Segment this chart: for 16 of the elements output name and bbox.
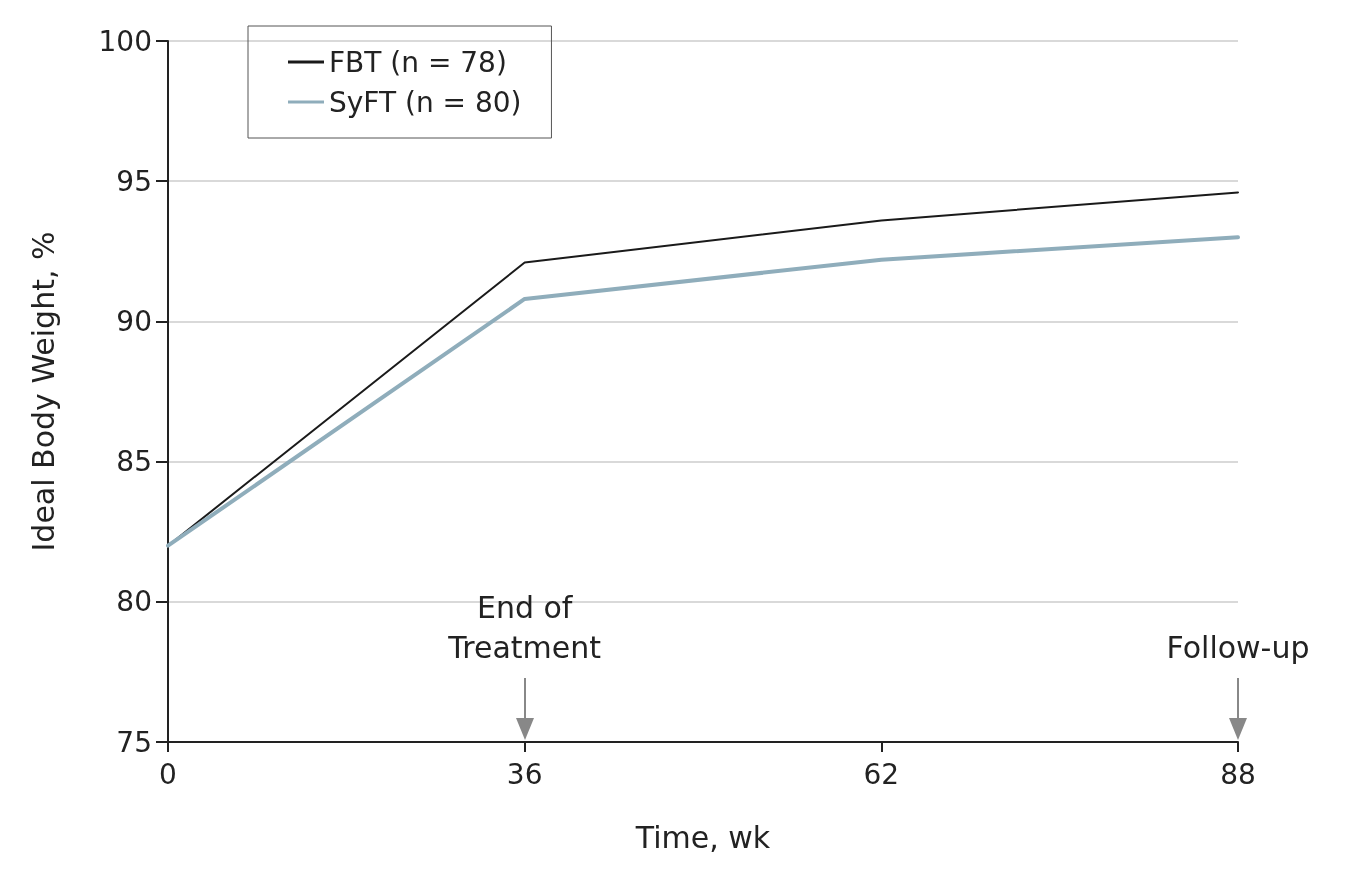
x-tick-label: 62 [863,757,900,791]
legend-label: SyFT (n = 80) [329,85,522,119]
annotation: Follow-up [1165,629,1311,667]
legend-label: FBT (n = 78) [329,45,507,79]
x-tick-label: 88 [1220,757,1256,791]
y-tick-label: 100 [98,24,152,58]
annotation: End of Treatment [447,589,602,667]
y-axis-title: Ideal Body Weight, % [25,231,61,552]
x-axis-title: Time, wk [634,819,771,855]
y-tick-label: 85 [116,445,152,479]
y-tick-label: 75 [116,725,152,759]
x-tick-label: 36 [506,757,543,791]
y-tick-label: 95 [116,164,152,198]
x-tick-label: 0 [159,757,177,791]
y-tick-label: 90 [116,304,152,338]
y-tick-label: 80 [116,585,152,619]
